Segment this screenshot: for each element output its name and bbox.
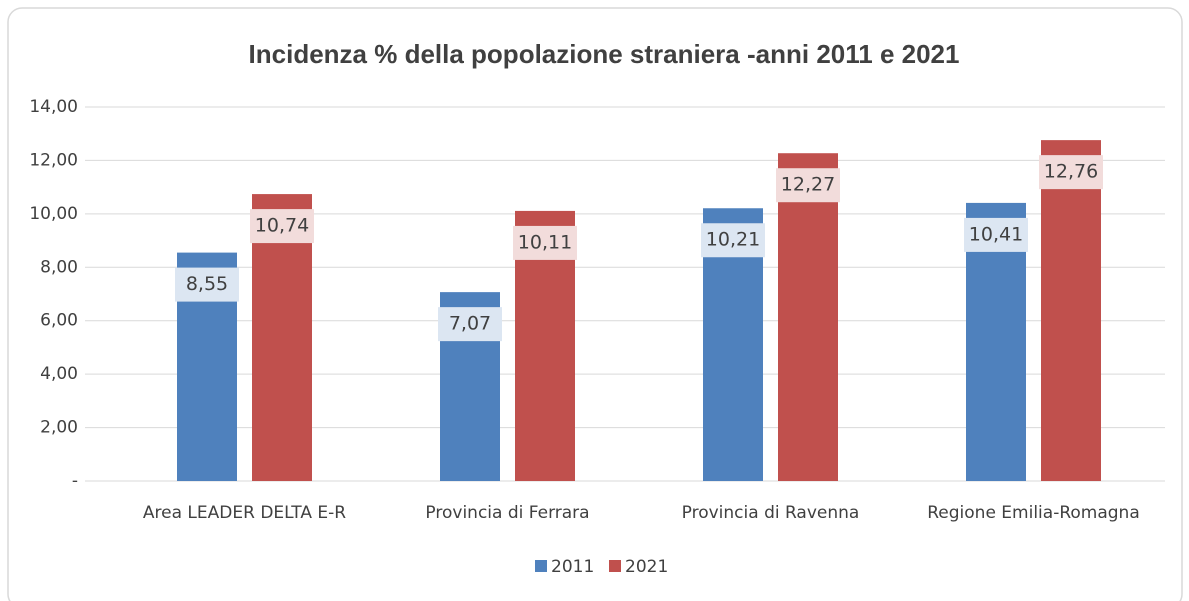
value-label-bg (964, 217, 1028, 252)
value-label-bg (1039, 155, 1103, 190)
x-tick-label: Provincia di Ferrara (425, 503, 589, 523)
value-label-bg (701, 223, 765, 258)
y-tick-label: 2,00 (40, 418, 78, 438)
value-label: 10,21 (706, 229, 760, 251)
y-tick-label: 6,00 (40, 311, 78, 331)
x-tick-label: Regione Emilia-Romagna (927, 503, 1140, 523)
value-label-bg (250, 209, 314, 244)
x-tick-label: Area LEADER DELTA E-R (143, 503, 346, 523)
value-label-bg (513, 225, 577, 260)
legend-swatch (609, 560, 621, 572)
chart-title: Incidenza % della popolazione straniera … (249, 39, 960, 69)
legend-label: 2021 (625, 557, 668, 577)
value-label: 10,74 (255, 215, 309, 237)
value-label-bg (175, 267, 239, 302)
y-tick-label: 8,00 (40, 257, 78, 277)
legend-label: 2011 (551, 557, 594, 577)
value-label-bg (776, 168, 840, 203)
y-tick-label: 14,00 (29, 97, 78, 117)
y-tick-label: 10,00 (29, 204, 78, 224)
y-tick-label: 4,00 (40, 364, 78, 384)
y-tick-label: - (72, 471, 78, 491)
value-label: 7,07 (449, 313, 491, 335)
bar (778, 153, 838, 482)
bar (1041, 140, 1101, 481)
value-label: 10,41 (969, 223, 1023, 245)
value-label: 12,76 (1044, 161, 1098, 183)
value-label-bg (438, 307, 502, 342)
value-label: 10,11 (518, 231, 572, 253)
value-label: 8,55 (186, 273, 228, 295)
x-tick-label: Provincia di Ravenna (682, 503, 860, 523)
value-label: 12,27 (781, 174, 835, 196)
y-tick-label: 12,00 (29, 150, 78, 170)
legend-swatch (535, 560, 547, 572)
